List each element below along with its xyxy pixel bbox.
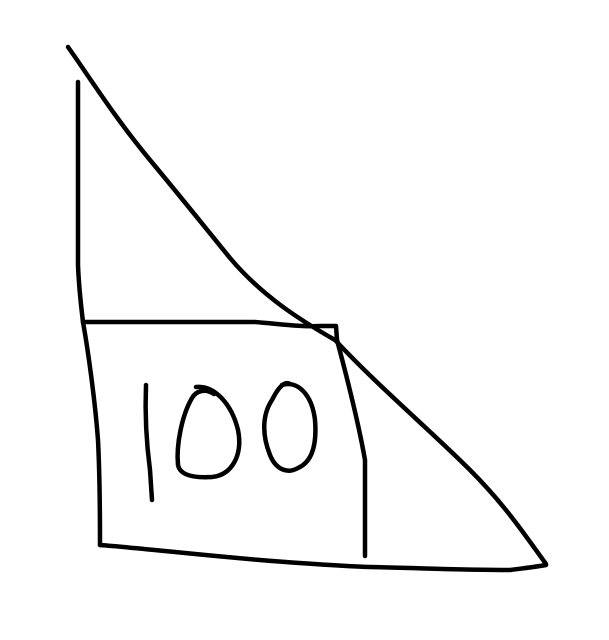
left-vertical-line xyxy=(75,79,86,325)
square-left-edge xyxy=(80,319,103,548)
base-line xyxy=(97,542,549,573)
square-top-edge xyxy=(80,319,340,343)
digit-zero-second-stroke xyxy=(262,380,318,473)
digit-zero-first-stroke xyxy=(175,384,242,480)
digit-one-stroke xyxy=(143,382,155,503)
handwritten-label-100 xyxy=(143,380,318,503)
square-right-edge xyxy=(334,337,368,559)
hypotenuse-line xyxy=(65,44,549,567)
